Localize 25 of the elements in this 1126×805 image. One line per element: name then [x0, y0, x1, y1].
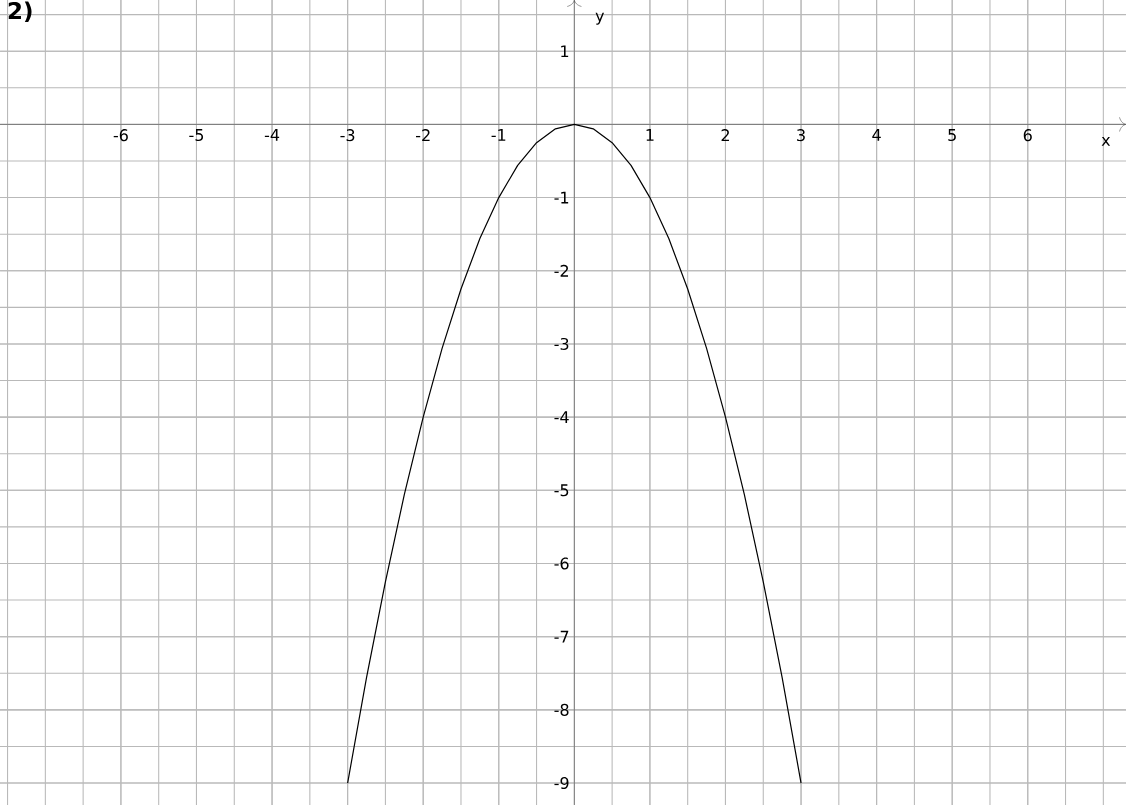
- x-tick-label: -2: [416, 129, 430, 141]
- y-tick-label: -6: [554, 557, 569, 570]
- y-tick-label: -1: [554, 191, 569, 204]
- x-tick-label: 4: [872, 129, 881, 141]
- chart-title: 2): [8, 1, 32, 23]
- y-tick-label: -8: [554, 703, 569, 716]
- y-axis-title: y: [595, 12, 605, 25]
- y-tick-label: -3: [554, 337, 569, 350]
- y-tick-label: -5: [554, 484, 569, 497]
- x-tick-label: -4: [264, 129, 280, 141]
- y-tick-label: 1: [561, 45, 569, 58]
- y-tick-label: -2: [554, 264, 569, 277]
- x-tick-label: -6: [113, 129, 128, 142]
- x-axis-title: x: [1101, 137, 1111, 146]
- x-tick-label: -3: [340, 129, 355, 142]
- x-tick-label: 6: [1023, 129, 1032, 142]
- y-tick-label: -7: [554, 630, 569, 643]
- y-tick-label: -9: [554, 776, 569, 790]
- x-tick-label: -1: [491, 129, 506, 141]
- x-tick-label: -5: [189, 129, 204, 141]
- x-tick-label: 2: [721, 129, 729, 141]
- x-tick-label: 5: [948, 129, 956, 141]
- y-tick-label: -4: [554, 411, 569, 423]
- x-tick-label: 3: [797, 129, 805, 142]
- x-tick-label: 1: [646, 129, 654, 141]
